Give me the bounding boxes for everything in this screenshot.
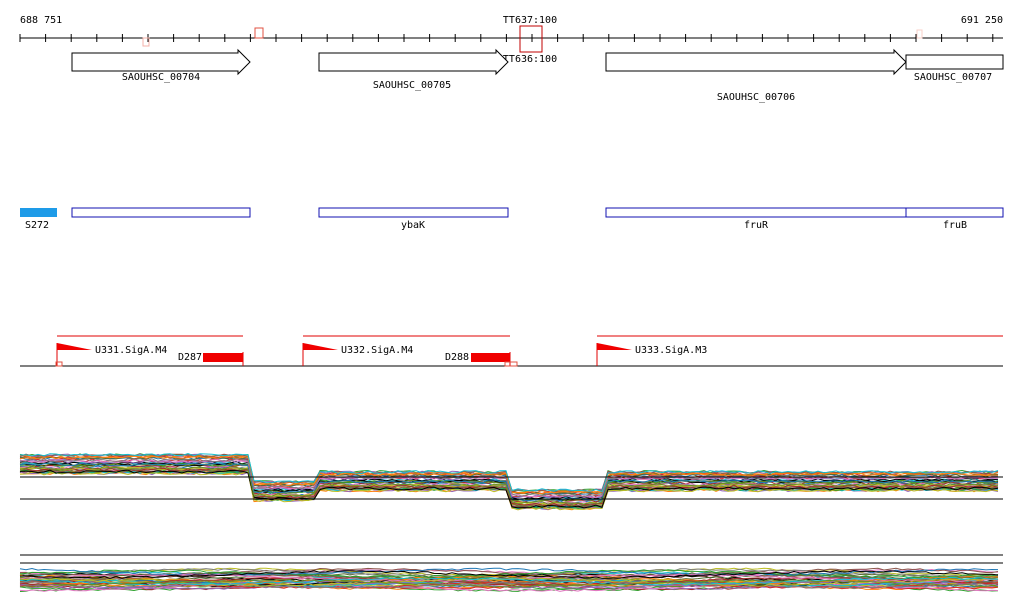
- gene-arrow: [605, 48, 907, 76]
- terminator-box: [519, 25, 543, 53]
- operon-label: S272: [25, 220, 49, 231]
- expression-profile: [20, 452, 999, 493]
- expression-profile: [19, 578, 999, 588]
- promoter-label: U333.SigA.M3: [635, 345, 707, 356]
- gene-label: SAOUHSC_00706: [717, 92, 795, 103]
- expression-profile: [19, 465, 999, 505]
- operon-box: [318, 207, 509, 218]
- ruler: 688 751 691 250: [19, 15, 1003, 42]
- operon-block: [20, 208, 57, 217]
- promoter-track: [20, 335, 1003, 367]
- downstream-box: [471, 353, 510, 362]
- downstream-label: D288: [445, 352, 469, 363]
- marker: [142, 37, 150, 47]
- gene-label: SAOUHSC_00705: [373, 80, 451, 91]
- expression-profile: [19, 576, 999, 586]
- gene-arrow: [318, 48, 509, 76]
- operon-label: ybaK: [401, 220, 425, 231]
- expression-profile: [19, 569, 999, 578]
- promoter-flag: [303, 343, 338, 350]
- marker: [55, 361, 63, 367]
- ruler-end: 691 250: [961, 15, 1003, 26]
- operon-label: fruB: [943, 220, 967, 231]
- expression-profile: [19, 469, 999, 509]
- expression-profile: [19, 462, 999, 502]
- ruler-start: 688 751: [20, 15, 62, 26]
- gene-arrow: [905, 54, 1004, 70]
- terminator-label: TT637:100: [503, 15, 557, 26]
- expression-profile: [19, 469, 999, 508]
- marker: [254, 27, 264, 39]
- gene-track: [71, 48, 1004, 76]
- promoter-flag: [597, 343, 632, 350]
- downstream-box: [203, 353, 243, 362]
- downstream-label: D287: [178, 352, 202, 363]
- gene-arrow: [71, 48, 251, 76]
- operon-track: [71, 207, 1004, 218]
- operon-box: [605, 207, 907, 218]
- operon-label: fruR: [744, 220, 769, 231]
- expression-track: [19, 452, 999, 511]
- marker: [916, 29, 923, 39]
- promoter-label: U332.SigA.M4: [341, 345, 413, 356]
- expression-profile: [19, 455, 999, 495]
- expression-track: [19, 567, 999, 592]
- gene-label: SAOUHSC_00707: [914, 72, 992, 83]
- operon-box: [905, 207, 1004, 218]
- expression-profile: [19, 569, 999, 579]
- gene-label: SAOUHSC_00704: [122, 72, 200, 83]
- terminator-label: TT636:100: [503, 54, 557, 65]
- operon-box: [71, 207, 251, 218]
- promoter-label: U331.SigA.M4: [95, 345, 167, 356]
- marker: [504, 361, 518, 367]
- promoter-flag: [57, 343, 92, 350]
